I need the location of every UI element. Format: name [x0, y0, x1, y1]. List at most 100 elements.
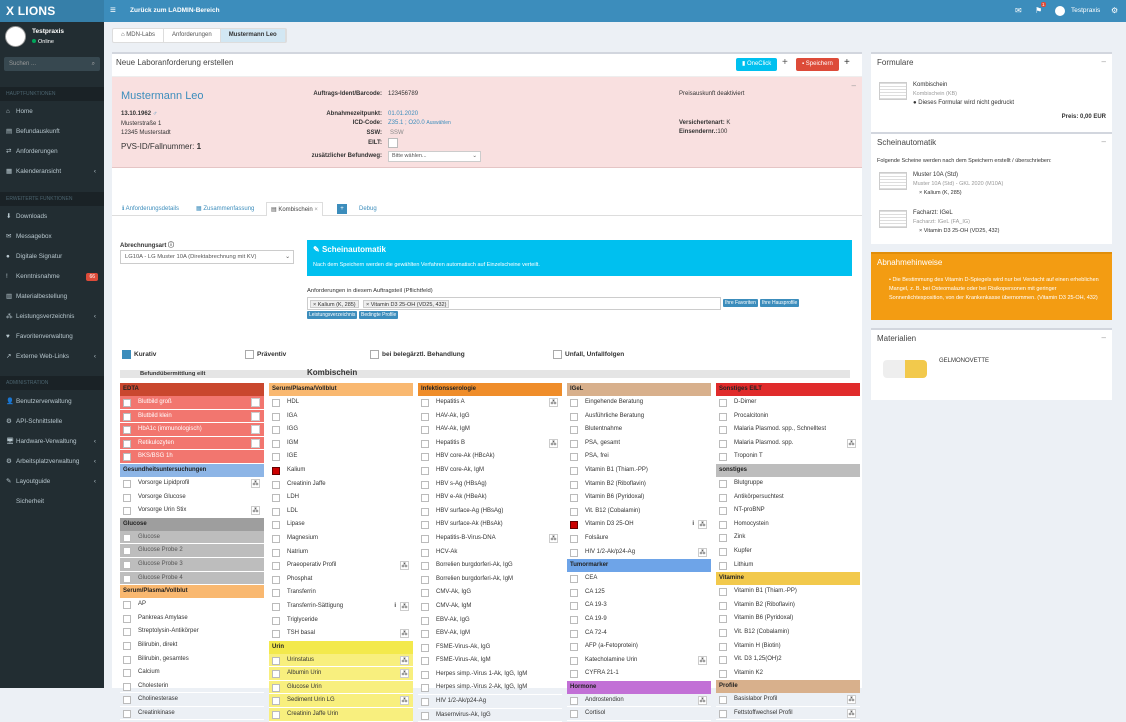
test-checkbox[interactable] — [719, 696, 727, 705]
test-checkbox[interactable] — [719, 493, 727, 502]
sidebar-item-1-items3[interactable]: ⚙ API-Schnittstelle — [0, 412, 104, 432]
test-row[interactable]: LDH — [269, 491, 413, 505]
test-checkbox[interactable] — [719, 534, 727, 543]
hierarchy-icon[interactable]: ⁂ — [251, 411, 260, 421]
tab-kombischein[interactable]: ▤ Kombischein × — [266, 202, 323, 216]
test-checkbox[interactable] — [570, 494, 578, 503]
test-checkbox[interactable] — [272, 575, 280, 584]
test-checkbox[interactable] — [123, 412, 131, 421]
test-row[interactable]: Creatinin Jaffe — [269, 478, 413, 492]
test-row[interactable]: Vitamin B2 (Riboflavin) — [716, 599, 860, 613]
test-row[interactable]: Vitamin B1 (Thiam.-PP) — [716, 585, 860, 599]
test-checkbox[interactable] — [272, 494, 280, 503]
test-row[interactable]: HIV 1/2-Ak/p24-Ag — [418, 695, 562, 709]
sidebar-item-3-items3[interactable]: ⚙ Arbeitsplatzverwaltung ‹ — [0, 452, 104, 472]
leistungsverzeichnis-button[interactable]: Leistungsverzeichnis — [307, 311, 358, 319]
hierarchy-icon[interactable]: ⁂ — [698, 695, 707, 705]
abnahme-value[interactable]: 01.01.2020 — [388, 111, 419, 117]
test-checkbox[interactable] — [272, 521, 280, 530]
test-row[interactable]: Cholinesterase — [120, 693, 264, 707]
hierarchy-icon[interactable]: ⁂ — [698, 547, 707, 557]
sidebar-item-1-items1[interactable]: ▤ Befundauskunft — [0, 122, 104, 142]
test-row[interactable]: CMV-Ak, IgM — [418, 600, 562, 614]
test-row[interactable]: Hepatitis B ⁂ — [418, 437, 562, 451]
info-icon[interactable]: i — [394, 602, 396, 609]
test-checkbox[interactable] — [719, 588, 727, 597]
test-row[interactable]: Vitamin H (Biotin) — [716, 640, 860, 654]
test-checkbox[interactable] — [421, 698, 429, 707]
test-checkbox[interactable] — [719, 399, 727, 407]
test-row[interactable]: FSME-Virus-Ak, IgG — [418, 641, 562, 655]
test-row[interactable]: Transferrin — [269, 586, 413, 600]
search-icon[interactable]: ⌕ — [91, 61, 95, 67]
test-checkbox[interactable] — [719, 656, 727, 665]
test-checkbox[interactable] — [272, 711, 280, 720]
test-checkbox[interactable] — [421, 439, 429, 448]
test-row[interactable]: Phosphat — [269, 573, 413, 587]
test-checkbox[interactable] — [719, 709, 727, 718]
test-checkbox[interactable] — [570, 439, 578, 448]
test-checkbox[interactable] — [272, 616, 280, 625]
test-checkbox[interactable] — [570, 588, 578, 597]
collapse-icon[interactable]: – — [851, 81, 856, 90]
test-checkbox[interactable] — [719, 439, 727, 448]
test-row[interactable]: HBV surface-Ak (HBsAk) — [418, 518, 562, 532]
sidebar-item-4-items3[interactable]: ✎ Layoutguide ‹ — [0, 472, 104, 492]
test-row[interactable]: Zink — [716, 531, 860, 545]
test-row[interactable]: Magnesium — [269, 532, 413, 546]
test-checkbox[interactable] — [570, 453, 578, 462]
hierarchy-icon[interactable]: ⁂ — [847, 438, 856, 448]
test-row[interactable]: Malaria Plasmod. spp. ⁂ — [716, 437, 860, 451]
test-checkbox[interactable] — [123, 682, 131, 691]
test-row[interactable]: HBV surface-Ag (HBsAg) — [418, 505, 562, 519]
hierarchy-icon[interactable]: ⁂ — [251, 478, 260, 488]
hierarchy-icon[interactable]: ⁂ — [251, 438, 260, 448]
test-checkbox[interactable] — [123, 533, 131, 542]
test-row[interactable]: CA 19-9 — [567, 613, 711, 627]
back-to-admin-link[interactable]: Zurück zum LADMIN-Bereich — [130, 7, 220, 14]
test-row[interactable]: Borrelien burgdorferi-Ak, IgM — [418, 573, 562, 587]
schein1-thumbnail[interactable] — [879, 172, 907, 190]
hierarchy-icon[interactable]: ⁂ — [549, 398, 558, 407]
test-row[interactable]: CMV-Ak, IgG — [418, 586, 562, 600]
hierarchy-icon[interactable]: ⁂ — [251, 425, 260, 435]
test-row[interactable]: Glucose Probe 4 — [120, 571, 264, 586]
test-checkbox[interactable] — [421, 412, 429, 421]
test-checkbox[interactable] — [272, 534, 280, 543]
test-row[interactable]: Troponin T — [716, 450, 860, 464]
chip-kalium[interactable]: × Kalium (K, 285) — [310, 300, 359, 308]
test-checkbox[interactable] — [719, 453, 727, 462]
test-row[interactable]: Eingehende Beratung — [567, 396, 711, 410]
test-checkbox[interactable] — [570, 521, 578, 530]
test-checkbox[interactable] — [421, 575, 429, 584]
test-checkbox[interactable] — [719, 642, 727, 651]
test-row[interactable]: Antikörpersuchtest — [716, 491, 860, 505]
test-row[interactable]: HbA1c (immunologisch) ⁂ — [120, 423, 264, 437]
test-row[interactable]: Glucose Probe 3 — [120, 557, 264, 572]
favoriten-button[interactable]: Ihre Favoriten — [723, 299, 758, 307]
test-checkbox[interactable] — [719, 507, 727, 516]
test-checkbox[interactable] — [123, 493, 131, 502]
test-row[interactable]: IGG — [269, 423, 413, 437]
test-checkbox[interactable] — [272, 602, 280, 611]
collapse-icon[interactable]: – — [1101, 137, 1106, 146]
test-checkbox[interactable] — [570, 710, 578, 719]
check-praeventiv[interactable]: Präventiv — [245, 350, 286, 359]
app-logo[interactable]: X LIONS Connect — [0, 0, 104, 40]
sidebar-item-5-items2[interactable]: ⁂ Leistungsverzeichnis ‹ — [0, 307, 104, 327]
test-checkbox[interactable] — [719, 615, 727, 624]
test-checkbox[interactable] — [272, 412, 280, 421]
user-menu[interactable]: Testpraxis — [1071, 7, 1101, 14]
test-row[interactable]: Cortisol — [567, 707, 711, 722]
test-row[interactable]: Vit. B12 (Cobalamin) — [716, 626, 860, 640]
test-row[interactable]: HBV s-Ag (HBsAg) — [418, 478, 562, 492]
befundweg-select[interactable]: Bitte wählen... ⌄ — [388, 151, 481, 162]
test-row[interactable]: Herpes simp.-Virus 1-Ak, IgG, IgM — [418, 668, 562, 682]
test-row[interactable]: HAV-Ak, IgG — [418, 410, 562, 424]
test-checkbox[interactable] — [421, 602, 429, 611]
test-row[interactable]: Homocystein — [716, 518, 860, 532]
test-checkbox[interactable] — [123, 628, 131, 637]
schein2-thumbnail[interactable] — [879, 210, 907, 228]
test-row[interactable]: HAV-Ak, IgM — [418, 423, 562, 437]
test-row[interactable]: Sediment Urin LG ⁂ — [269, 694, 413, 709]
